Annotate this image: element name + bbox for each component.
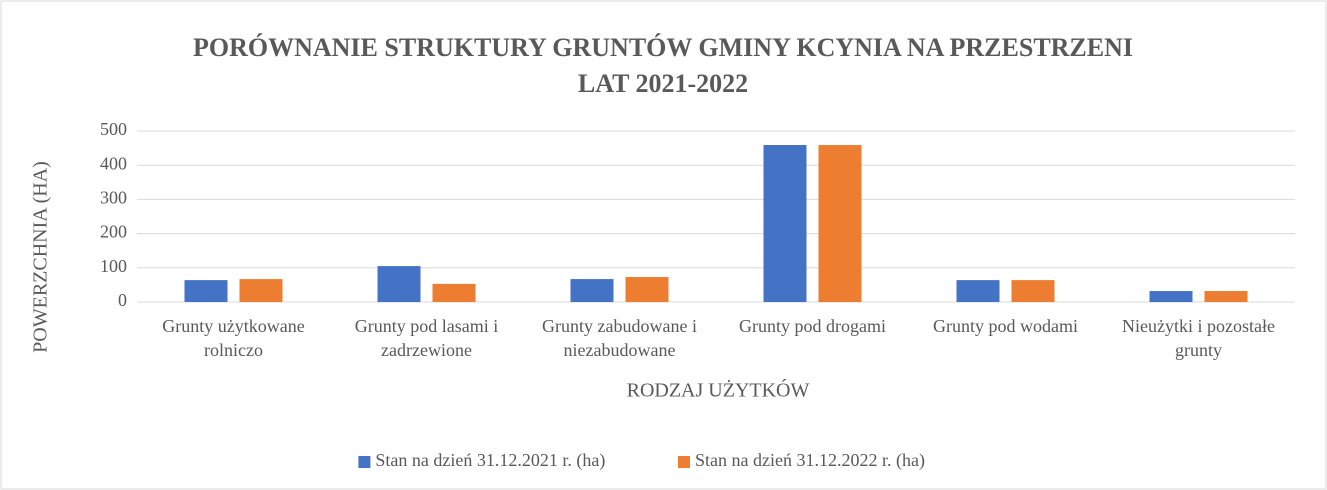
bar: [1149, 291, 1193, 302]
title-box: PORÓWNANIE STRUKTURY GRUNTÓW GMINY KCYNI…: [193, 33, 1133, 98]
bar: [1204, 291, 1248, 302]
x-tick-label: Grunty zabudowane i niezabudowane: [542, 316, 697, 360]
x-axis-label: RODZAJ UŻYTKÓW: [627, 378, 810, 402]
y-axis-label: POWERZCHNIA (HA): [30, 161, 52, 353]
x-tick-label: Nieużytki i pozostałe grunty: [1122, 316, 1275, 360]
x-tick-box: Nieużytki i pozostałe grunty: [1122, 316, 1275, 360]
x-tick-box: Grunty pod lasami i zadrzewione: [354, 316, 499, 360]
legend-swatch: [678, 456, 690, 468]
x-tick-box: Grunty pod wodami: [933, 316, 1078, 336]
bar: [570, 279, 614, 302]
x-tick-label: Grunty pod drogami: [739, 316, 886, 336]
y-tick-label: 400: [100, 153, 127, 173]
y-tick-label: 100: [100, 256, 127, 276]
y-tick-label: 500: [100, 119, 127, 139]
legend-swatch: [358, 456, 371, 468]
legend-label: Stan na dzień 31.12.2022 r. (ha): [695, 450, 925, 471]
x-tick-label: Grunty pod wodami: [933, 316, 1078, 336]
x-tick-box: Grunty zabudowane i niezabudowane: [542, 316, 697, 360]
x-tick-label: Grunty użytkowane rolniczo: [162, 316, 305, 360]
bar: [763, 145, 807, 302]
x-tick-label: Grunty pod lasami i zadrzewione: [354, 316, 499, 360]
bar: [956, 280, 1000, 302]
y-tick-label: 300: [100, 188, 127, 208]
x-tick-box: Grunty użytkowane rolniczo: [162, 316, 305, 360]
bar: [377, 266, 421, 302]
bar: [184, 280, 228, 302]
bar: [432, 283, 476, 302]
bar: [818, 145, 862, 302]
bar: [239, 279, 283, 302]
bar: [625, 277, 669, 302]
legend-label: Stan na dzień 31.12.2021 r. (ha): [375, 450, 605, 471]
x-tick-box: Grunty pod drogami: [739, 316, 886, 336]
bar: [1011, 280, 1055, 302]
y-tick-label: 0: [118, 290, 127, 310]
chart-title: PORÓWNANIE STRUKTURY GRUNTÓW GMINY KCYNI…: [193, 33, 1133, 98]
y-tick-label: 200: [100, 222, 127, 242]
